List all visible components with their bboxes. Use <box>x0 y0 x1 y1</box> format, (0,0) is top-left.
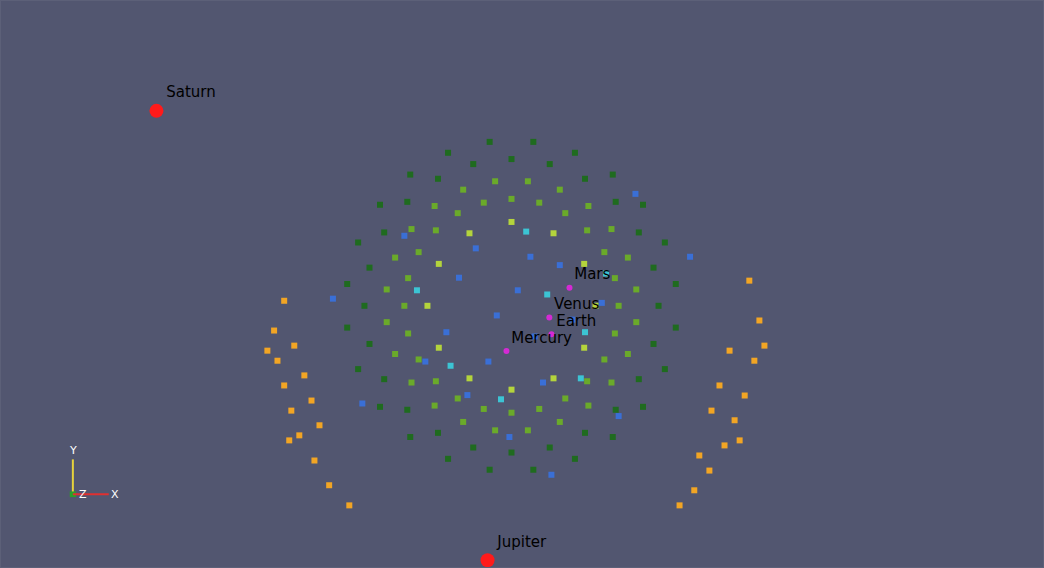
svg-text:Venus: Venus <box>554 295 599 313</box>
svg-text:X: X <box>111 488 119 501</box>
svg-text:Mercury: Mercury <box>511 329 572 347</box>
svg-text:Mars: Mars <box>574 265 610 283</box>
svg-text:Saturn: Saturn <box>166 83 216 101</box>
svg-text:Jupiter: Jupiter <box>496 533 547 551</box>
svg-text:Z: Z <box>79 488 87 501</box>
svg-text:Y: Y <box>69 444 77 457</box>
svg-text:Earth: Earth <box>556 312 596 330</box>
